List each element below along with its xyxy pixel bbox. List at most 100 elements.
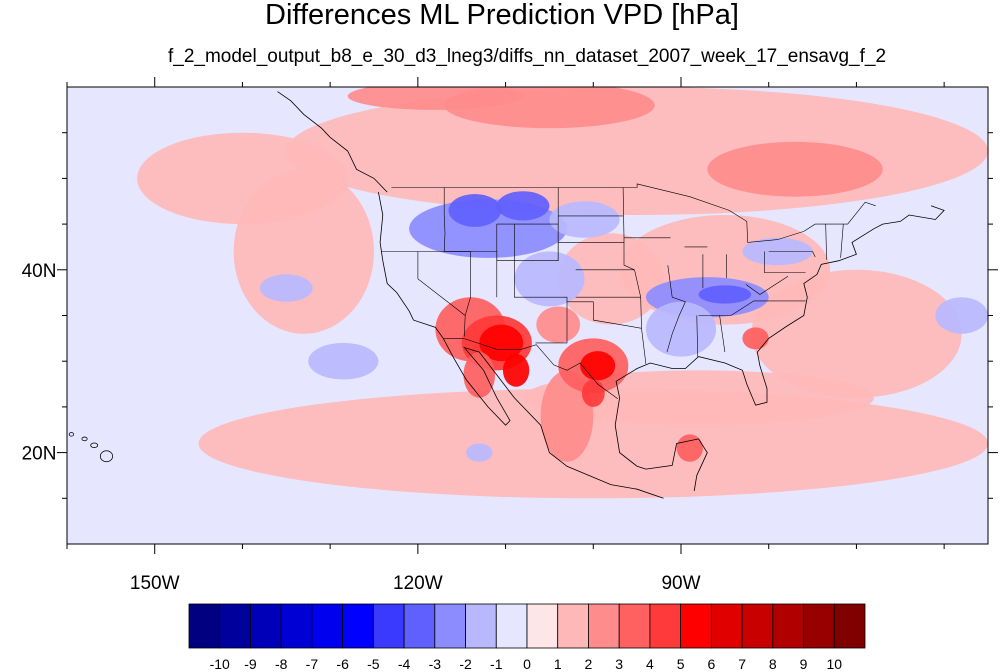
field-region-east-pacific-positive — [233, 169, 374, 334]
colorbar-swatch-8 — [434, 603, 466, 649]
colorbar-label-17: 7 — [738, 656, 746, 672]
hawaii-island-3 — [68, 432, 74, 437]
boundary-line-5 — [514, 224, 568, 344]
colorbar-label-10: 0 — [523, 656, 531, 672]
field-region-kentucky-core-negative — [698, 285, 752, 304]
alaska-bc-coast — [277, 91, 388, 193]
boundary-line-12 — [567, 301, 642, 329]
colorbar-label-13: 3 — [615, 656, 623, 672]
boundary-line-24 — [768, 251, 816, 258]
field-region-coahuila-positive — [581, 379, 605, 407]
colorbar-swatch-6 — [372, 603, 405, 649]
colorbar-swatch-2 — [250, 603, 282, 649]
colorbar-label-14: 4 — [646, 656, 654, 672]
colorbar-label-2: -8 — [275, 656, 288, 672]
coastline-boundaries — [68, 91, 945, 499]
boundary-line-19 — [719, 315, 726, 353]
hawaii-island-0 — [99, 450, 114, 463]
colorbar-label-11: 1 — [554, 656, 562, 672]
field-region-mexico-positive — [540, 370, 594, 462]
field-region-idaho-negative — [448, 193, 502, 227]
boundary-line-25 — [825, 224, 827, 260]
field-region-arizona-core — [479, 324, 524, 362]
boundary-line-26 — [840, 224, 844, 258]
chart-subtitle: f_2_model_output_b8_e_30_d3_lneg3/diffs_… — [168, 46, 886, 67]
x-tick-label-1: 120W — [393, 573, 443, 594]
colorbar-swatch-1 — [219, 603, 251, 649]
colorbar-swatch-5 — [342, 603, 374, 649]
colorbar-swatch-11 — [526, 603, 559, 649]
colorbar-label-1: -9 — [244, 656, 257, 672]
field-regions — [137, 87, 988, 499]
colorbar-label-8: -2 — [459, 656, 472, 672]
colorbar-label-9: -1 — [490, 656, 503, 672]
colorbar-swatch-10 — [495, 603, 528, 649]
colorbar-label-18: 8 — [769, 656, 777, 672]
colorbar-swatch-9 — [465, 603, 497, 649]
field-region-atlantic-negative — [935, 297, 988, 334]
colorbar-swatch-17 — [710, 603, 743, 649]
field-region-mississippi-negative — [645, 301, 717, 357]
colorbar-swatch-13 — [588, 603, 620, 649]
boundary-line-1 — [443, 338, 618, 399]
field-region-alaska-positive — [347, 87, 524, 110]
boundary-line-22 — [764, 251, 806, 273]
colorbar-swatch-18 — [741, 603, 774, 649]
hawaii-island-1 — [90, 442, 99, 448]
coastline-2 — [614, 397, 708, 492]
y-tick-label-0: 40N — [22, 261, 57, 282]
colorbar-label-3: -7 — [306, 656, 319, 672]
colorbar-swatch-16 — [680, 603, 712, 649]
colorbar-label-20: 10 — [826, 656, 842, 672]
colorbar-swatch-0 — [188, 603, 221, 649]
colorbar: -10 -9 -8 -7 -6 -5 -4 -3 -2 -1 0 1 2 3 4 5 6 7 8 9 10 — [188, 603, 866, 672]
field-region-carolina-positive — [742, 327, 769, 350]
colorbar-swatch-12 — [557, 603, 589, 649]
colorbar-label-15: 5 — [677, 656, 685, 672]
chart-title: Differences ML Prediction VPD [hPa] — [265, 0, 739, 31]
boundary-line-17 — [698, 300, 806, 316]
colorbar-swatch-4 — [311, 603, 344, 649]
hawaii-island-2 — [81, 436, 88, 442]
boundary-line-18 — [696, 315, 698, 357]
colorbar-label-19: 9 — [800, 656, 808, 672]
field-region-pacific-negative-38n — [259, 274, 313, 302]
field-region-montana-negative — [496, 191, 550, 221]
boundary-line-4 — [381, 223, 559, 261]
field-region-quebec-positive — [707, 141, 883, 197]
colorbar-label-16: 6 — [707, 656, 715, 672]
field-region-texas-core — [580, 351, 616, 381]
colorbar-swatch-21 — [833, 603, 866, 649]
coastline-1 — [615, 205, 945, 406]
field-region-caribbean-positive — [676, 434, 703, 462]
field-region-pacific-negative-30n — [308, 342, 379, 380]
colorbar-label-6: -4 — [398, 656, 411, 672]
field-region-pacific-negative-south — [466, 443, 493, 462]
boundary-line-16 — [666, 265, 686, 353]
boundary-line-23 — [745, 275, 789, 295]
map-plot-area — [67, 87, 988, 544]
field-region-new-mexico-positive — [536, 306, 581, 343]
axis-ticks: 150W 120W 90W 40N 20N — [22, 77, 998, 594]
x-tick-label-0: 150W — [130, 573, 180, 594]
colorbar-swatch-3 — [280, 603, 313, 649]
y-tick-label-1: 20N — [22, 444, 57, 465]
field-region-dakota-negative — [549, 201, 620, 238]
field-region-colorado-negative — [514, 251, 585, 307]
boundary-line-0 — [391, 183, 876, 243]
colorbar-label-12: 2 — [585, 656, 593, 672]
field-region-baja-positive — [463, 352, 496, 398]
colorbar-label-4: -6 — [336, 656, 349, 672]
colorbar-label-5: -5 — [367, 656, 380, 672]
colorbar-label-7: -3 — [429, 656, 442, 672]
colorbar-swatch-7 — [403, 603, 436, 649]
colorbar-swatch-20 — [803, 603, 835, 649]
field-region-sonora-positive — [502, 353, 530, 387]
x-tick-label-2: 90W — [661, 573, 700, 594]
colorbar-swatch-19 — [772, 603, 804, 649]
colorbar-label-0: -10 — [210, 656, 230, 672]
colorbar-swatch-15 — [649, 603, 682, 649]
colorbar-swatch-14 — [618, 603, 651, 649]
boundary-line-3 — [417, 251, 466, 316]
